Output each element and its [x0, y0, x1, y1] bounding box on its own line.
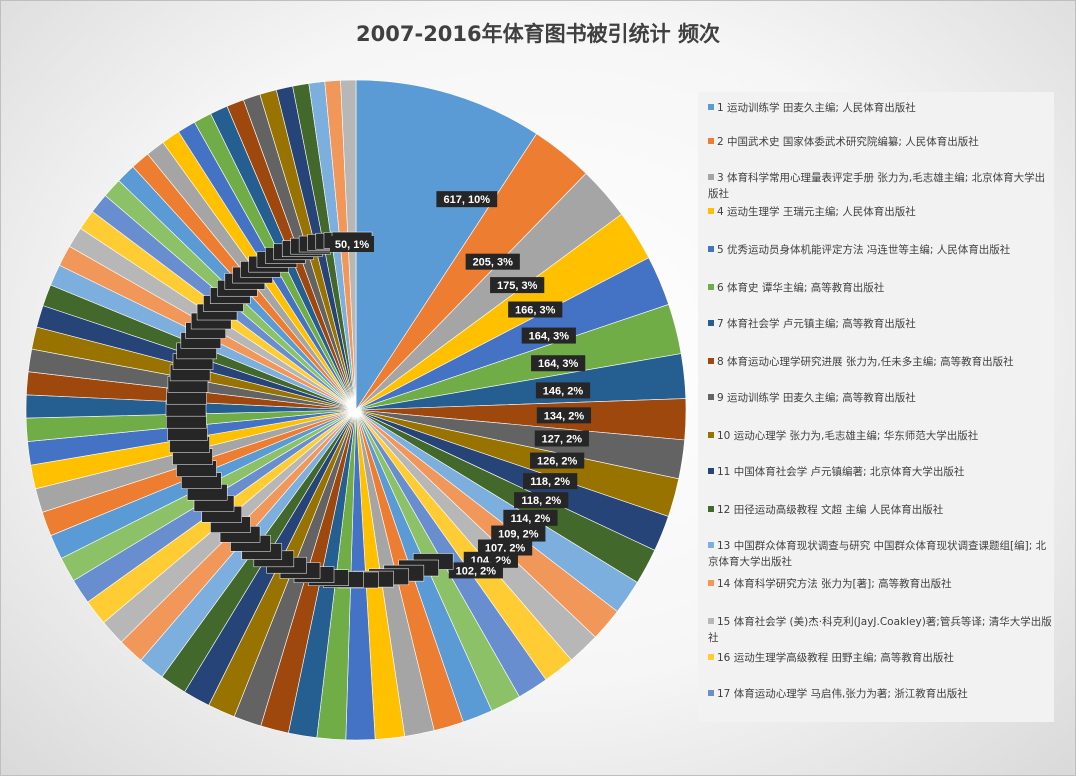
legend-item: 13 中国群众体育现状调查与研究 中国群众体育现状调查课题组[编]; 北京体育大…	[708, 538, 1052, 570]
legend-item: 3 体育科学常用心理量表评定手册 张力为,毛志雄主编; 北京体育大学出版社	[708, 170, 1052, 202]
data-label: 118, 2%	[530, 476, 570, 488]
legend-item: 14 体育科学研究方法 张力为[著]; 高等教育出版社	[708, 576, 1052, 592]
legend-label: 7 体育社会学 卢元镇主编; 高等教育出版社	[717, 318, 916, 330]
legend-swatch	[708, 358, 714, 364]
data-label-box	[503, 509, 558, 526]
data-label-box	[523, 473, 578, 490]
legend-label: 9 运动训练学 田麦久主编; 高等教育出版社	[717, 392, 916, 404]
legend-swatch	[708, 506, 714, 512]
legend-swatch	[708, 208, 714, 214]
legend: 1 运动训练学 田麦久主编; 人民体育出版社 2 中国武术史 国家体委武术研究院编…	[698, 92, 1054, 722]
legend-swatch	[708, 654, 714, 660]
data-label: 134, 2%	[544, 410, 585, 422]
legend-item: 11 中国体育社会学 卢元镇编著; 北京体育大学出版社	[708, 464, 1052, 480]
legend-item: 12 田径运动高级教程 文超 主编 人民体育出版社	[708, 502, 1052, 518]
data-label: 118, 2%	[521, 495, 561, 507]
legend-item: 6 体育史 谭华主编; 高等教育出版社	[708, 280, 1052, 296]
data-label-box	[521, 327, 576, 344]
legend-item: 8 体育运动心理学研究进展 张力为,任未多主编; 高等教育出版社	[708, 354, 1052, 370]
legend-item: 17 体育运动心理学 马启伟,张力为著; 浙江教育出版社	[708, 686, 1052, 702]
data-label: 50, 1%	[335, 239, 369, 251]
legend-label: 14 体育科学研究方法 张力为[著]; 高等教育出版社	[717, 578, 952, 590]
data-label-box	[536, 407, 592, 424]
legend-item: 10 运动心理学 张力为,毛志雄主编; 华东师范大学出版社	[708, 428, 1052, 444]
data-label-box	[490, 277, 545, 294]
data-label-box	[534, 430, 589, 447]
data-label: 164, 3%	[529, 331, 570, 343]
legend-item: 1 运动训练学 田麦久主编; 人民体育出版社	[708, 100, 1052, 116]
legend-label: 13 中国群众体育现状调查与研究 中国群众体育现状调查课题组[编]; 北京体育大…	[708, 540, 1047, 568]
legend-label: 12 田径运动高级教程 文超 主编 人民体育出版社	[717, 504, 944, 516]
data-label: 127, 2%	[542, 434, 583, 446]
legend-swatch	[708, 580, 714, 586]
pie-slices	[25, 79, 687, 741]
legend-swatch	[708, 138, 714, 144]
legend-label: 2 中国武术史 国家体委武术研究院编纂; 人民体育出版社	[717, 136, 979, 148]
legend-label: 16 运动生理学高级教程 田野主编; 高等教育出版社	[717, 652, 954, 664]
pie-slice	[355, 79, 537, 412]
data-labels: 617, 10% 205, 3% 175, 3% 166, 3% 164, 3% 164,…	[165, 191, 592, 589]
legend-swatch	[708, 394, 714, 400]
data-label: 175, 3%	[497, 280, 538, 292]
data-label-box	[531, 355, 586, 372]
legend-label: 15 体育社会学 (美)杰·科克利(JayJ.Coakley)著;管兵等译; 清…	[708, 616, 1052, 644]
chart-title: 2007-2016年体育图书被引统计 频次	[356, 22, 720, 46]
data-label: 126, 2%	[537, 456, 578, 468]
legend-label: 6 体育史 谭华主编; 高等教育出版社	[717, 282, 885, 294]
legend-swatch	[708, 174, 714, 180]
data-label: 617, 10%	[444, 194, 491, 206]
legend-swatch	[708, 246, 714, 252]
legend-swatch	[708, 618, 714, 624]
data-label: 166, 3%	[515, 304, 556, 316]
legend-swatch	[708, 542, 714, 548]
legend-label: 3 体育科学常用心理量表评定手册 张力为,毛志雄主编; 北京体育大学出版社	[708, 172, 1046, 200]
legend-item: 15 体育社会学 (美)杰·科克利(JayJ.Coakley)著;管兵等译; 清…	[708, 614, 1052, 646]
legend-item: 4 运动生理学 王瑞元主编; 人民体育出版社	[708, 204, 1052, 220]
legend-label: 4 运动生理学 王瑞元主编; 人民体育出版社	[717, 206, 916, 218]
data-label-box	[465, 253, 520, 270]
legend-item: 9 运动训练学 田麦久主编; 高等教育出版社	[708, 390, 1052, 406]
legend-label: 10 运动心理学 张力为,毛志雄主编; 华东师范大学出版社	[717, 430, 979, 442]
data-label-box	[436, 191, 498, 208]
legend-swatch	[708, 690, 714, 696]
legend-item: 7 体育社会学 卢元镇主编; 高等教育出版社	[708, 316, 1052, 332]
data-label: 109, 2%	[498, 529, 539, 541]
legend-swatch	[708, 284, 714, 290]
data-label: 205, 3%	[473, 257, 514, 269]
data-label: 114, 2%	[511, 513, 551, 525]
legend-swatch	[708, 104, 714, 110]
data-label: 107, 2%	[485, 543, 526, 555]
data-label-box	[330, 236, 374, 252]
legend-label: 17 体育运动心理学 马启伟,张力为著; 浙江教育出版社	[717, 688, 968, 700]
data-label-box	[508, 301, 563, 318]
data-label-box	[530, 452, 585, 469]
data-label: 146, 2%	[543, 385, 584, 397]
legend-label: 1 运动训练学 田麦久主编; 人民体育出版社	[717, 102, 916, 114]
legend-label: 5 优秀运动员身体机能评定方法 冯连世等主编; 人民体育出版社	[717, 244, 1011, 256]
legend-label: 8 体育运动心理学研究进展 张力为,任未多主编; 高等教育出版社	[717, 356, 1014, 368]
data-label-box	[491, 525, 546, 542]
legend-item: 16 运动生理学高级教程 田野主编; 高等教育出版社	[708, 650, 1052, 666]
data-label-box	[477, 539, 533, 556]
legend-label: 11 中国体育社会学 卢元镇编著; 北京体育大学出版社	[717, 466, 965, 478]
legend-item: 5 优秀运动员身体机能评定方法 冯连世等主编; 人民体育出版社	[708, 242, 1052, 258]
legend-swatch	[708, 468, 714, 474]
data-label: 102, 2%	[456, 565, 497, 577]
legend-swatch	[708, 432, 714, 438]
data-label: 164, 3%	[538, 358, 579, 370]
data-label-box	[535, 382, 591, 399]
legend-item: 2 中国武术史 国家体委武术研究院编纂; 人民体育出版社	[708, 134, 1052, 150]
data-label-box	[514, 492, 569, 509]
legend-swatch	[708, 320, 714, 326]
data-label-box	[448, 562, 503, 579]
